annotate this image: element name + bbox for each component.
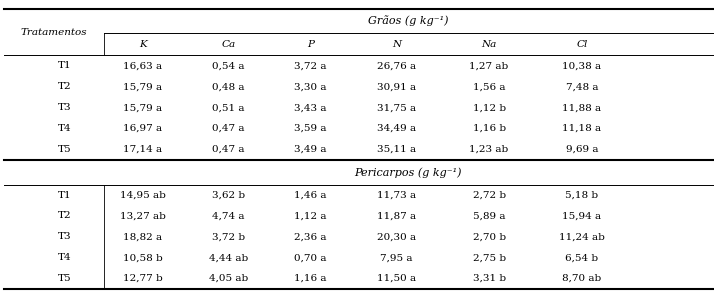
Text: 8,70 ab: 8,70 ab xyxy=(563,274,601,283)
Text: 3,59 a: 3,59 a xyxy=(294,124,327,133)
Text: 1,12 a: 1,12 a xyxy=(294,211,327,220)
Text: 0,47 a: 0,47 a xyxy=(212,124,245,133)
Text: 5,89 a: 5,89 a xyxy=(473,211,506,220)
Text: 1,16 b: 1,16 b xyxy=(473,124,506,133)
Text: 16,63 a: 16,63 a xyxy=(124,61,162,70)
Text: 7,95 a: 7,95 a xyxy=(380,253,413,262)
Text: 4,05 ab: 4,05 ab xyxy=(209,274,248,283)
Text: 13,27 ab: 13,27 ab xyxy=(120,211,166,220)
Text: Grãos (g kg⁻¹): Grãos (g kg⁻¹) xyxy=(368,16,448,27)
Text: 26,76 a: 26,76 a xyxy=(377,61,416,70)
Text: 0,70 a: 0,70 a xyxy=(294,253,327,262)
Text: 11,87 a: 11,87 a xyxy=(377,211,416,220)
Text: T1: T1 xyxy=(57,61,71,70)
Text: K: K xyxy=(139,40,146,49)
Text: 0,54 a: 0,54 a xyxy=(212,61,245,70)
Text: 0,51 a: 0,51 a xyxy=(212,103,245,112)
Text: T1: T1 xyxy=(57,190,71,199)
Text: 2,72 b: 2,72 b xyxy=(473,190,506,199)
Text: T5: T5 xyxy=(57,145,71,154)
Text: 1,23 ab: 1,23 ab xyxy=(470,145,508,154)
Text: 14,95 ab: 14,95 ab xyxy=(120,190,166,199)
Text: 1,46 a: 1,46 a xyxy=(294,190,327,199)
Text: T2: T2 xyxy=(57,211,71,220)
Text: 3,49 a: 3,49 a xyxy=(294,145,327,154)
Text: 12,77 b: 12,77 b xyxy=(123,274,163,283)
Text: 6,54 b: 6,54 b xyxy=(565,253,598,262)
Text: T4: T4 xyxy=(57,124,71,133)
Text: 7,48 a: 7,48 a xyxy=(565,82,598,91)
Text: 34,49 a: 34,49 a xyxy=(377,124,416,133)
Text: 5,18 b: 5,18 b xyxy=(565,190,598,199)
Text: 10,58 b: 10,58 b xyxy=(123,253,163,262)
Text: 4,74 a: 4,74 a xyxy=(212,211,245,220)
Text: 2,36 a: 2,36 a xyxy=(294,232,327,241)
Text: 3,72 b: 3,72 b xyxy=(212,232,245,241)
Text: Tratamentos: Tratamentos xyxy=(20,28,87,36)
Text: 1,16 a: 1,16 a xyxy=(294,274,327,283)
Text: 1,27 ab: 1,27 ab xyxy=(470,61,508,70)
Text: T3: T3 xyxy=(57,103,71,112)
Text: N: N xyxy=(392,40,401,49)
Text: 9,69 a: 9,69 a xyxy=(565,145,598,154)
Text: 3,31 b: 3,31 b xyxy=(473,274,506,283)
Text: 16,97 a: 16,97 a xyxy=(124,124,162,133)
Text: 1,56 a: 1,56 a xyxy=(473,82,506,91)
Text: 17,14 a: 17,14 a xyxy=(124,145,162,154)
Text: 11,24 ab: 11,24 ab xyxy=(559,232,605,241)
Text: 3,62 b: 3,62 b xyxy=(212,190,245,199)
Text: Pericarpos (g kg⁻¹): Pericarpos (g kg⁻¹) xyxy=(354,167,462,178)
Text: T2: T2 xyxy=(57,82,71,91)
Text: 0,47 a: 0,47 a xyxy=(212,145,245,154)
Text: T4: T4 xyxy=(57,253,71,262)
Text: 11,18 a: 11,18 a xyxy=(563,124,601,133)
Text: 3,43 a: 3,43 a xyxy=(294,103,327,112)
Text: 10,38 a: 10,38 a xyxy=(563,61,601,70)
Text: 11,73 a: 11,73 a xyxy=(377,190,416,199)
Text: 4,44 ab: 4,44 ab xyxy=(209,253,248,262)
Text: 3,30 a: 3,30 a xyxy=(294,82,327,91)
Text: 18,82 a: 18,82 a xyxy=(124,232,162,241)
Text: 11,88 a: 11,88 a xyxy=(563,103,601,112)
Text: 11,50 a: 11,50 a xyxy=(377,274,416,283)
Text: Cl: Cl xyxy=(576,40,588,49)
Text: P: P xyxy=(307,40,314,49)
Text: 0,48 a: 0,48 a xyxy=(212,82,245,91)
Text: 3,72 a: 3,72 a xyxy=(294,61,327,70)
Text: Na: Na xyxy=(481,40,497,49)
Text: T5: T5 xyxy=(57,274,71,283)
Text: 20,30 a: 20,30 a xyxy=(377,232,416,241)
Text: Ca: Ca xyxy=(221,40,236,49)
Text: 31,75 a: 31,75 a xyxy=(377,103,416,112)
Text: 15,79 a: 15,79 a xyxy=(124,82,162,91)
Text: 2,75 b: 2,75 b xyxy=(473,253,506,262)
Text: 15,79 a: 15,79 a xyxy=(124,103,162,112)
Text: 2,70 b: 2,70 b xyxy=(473,232,506,241)
Text: 15,94 a: 15,94 a xyxy=(563,211,601,220)
Text: 1,12 b: 1,12 b xyxy=(473,103,506,112)
Text: 30,91 a: 30,91 a xyxy=(377,82,416,91)
Text: 35,11 a: 35,11 a xyxy=(377,145,416,154)
Text: T3: T3 xyxy=(57,232,71,241)
